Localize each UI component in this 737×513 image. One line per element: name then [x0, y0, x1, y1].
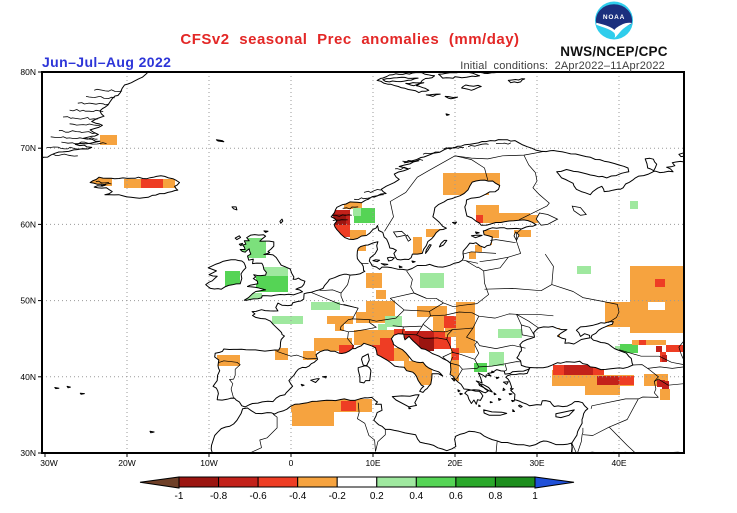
svg-text:20E: 20E	[447, 458, 462, 468]
svg-text:0.2: 0.2	[370, 491, 384, 502]
svg-text:60N: 60N	[20, 219, 36, 229]
svg-text:-1: -1	[175, 491, 184, 502]
svg-text:NWS/NCEP/CPC: NWS/NCEP/CPC	[560, 44, 667, 59]
svg-text:30N: 30N	[20, 448, 36, 458]
svg-text:40E: 40E	[611, 458, 626, 468]
svg-text:70N: 70N	[20, 143, 36, 153]
svg-text:Jun–Jul–Aug 2022: Jun–Jul–Aug 2022	[42, 54, 171, 70]
svg-text:40N: 40N	[20, 372, 36, 382]
svg-text:NOAA: NOAA	[603, 14, 625, 21]
svg-text:80N: 80N	[20, 67, 36, 77]
svg-text:50N: 50N	[20, 296, 36, 306]
svg-text:0.4: 0.4	[409, 491, 423, 502]
svg-text:-0.4: -0.4	[289, 491, 307, 502]
svg-text:0: 0	[289, 458, 294, 468]
svg-text:Initial conditions: 2Apr2022–1: Initial conditions: 2Apr2022–11Apr2022	[460, 60, 665, 72]
svg-text:-0.6: -0.6	[249, 491, 267, 502]
svg-text:20W: 20W	[118, 458, 135, 468]
svg-text:-0.2: -0.2	[329, 491, 347, 502]
svg-text:0.8: 0.8	[488, 491, 502, 502]
svg-text:-0.8: -0.8	[210, 491, 228, 502]
svg-text:0.6: 0.6	[449, 491, 463, 502]
svg-text:CFSv2 seasonal Prec anomalies: CFSv2 seasonal Prec anomalies (mm/day)	[180, 31, 519, 48]
svg-text:10W: 10W	[200, 458, 217, 468]
svg-text:30E: 30E	[529, 458, 544, 468]
svg-text:1: 1	[532, 491, 538, 502]
svg-text:10E: 10E	[365, 458, 380, 468]
svg-text:30W: 30W	[40, 458, 57, 468]
